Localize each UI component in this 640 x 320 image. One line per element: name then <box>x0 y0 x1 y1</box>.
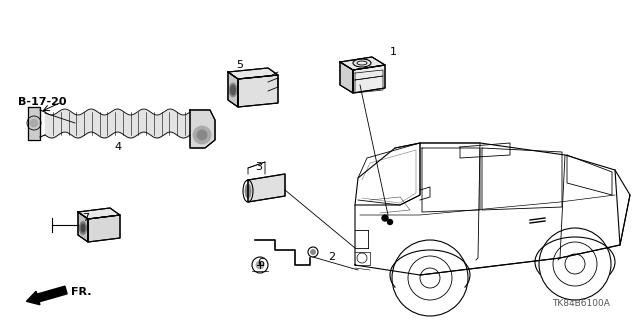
Ellipse shape <box>79 221 86 235</box>
Text: 7: 7 <box>82 213 89 223</box>
Circle shape <box>256 261 264 269</box>
Ellipse shape <box>245 184 251 198</box>
Circle shape <box>197 130 207 140</box>
Polygon shape <box>238 75 278 107</box>
Polygon shape <box>78 212 88 242</box>
Circle shape <box>193 126 211 144</box>
Text: TK84B6100A: TK84B6100A <box>552 299 610 308</box>
Polygon shape <box>228 68 278 79</box>
Polygon shape <box>340 57 385 70</box>
Text: 2: 2 <box>328 252 335 262</box>
Polygon shape <box>248 174 285 202</box>
Polygon shape <box>28 107 40 140</box>
Text: FR.: FR. <box>71 287 92 297</box>
Polygon shape <box>340 62 353 93</box>
Polygon shape <box>190 110 215 148</box>
Polygon shape <box>228 72 238 107</box>
Polygon shape <box>88 215 120 242</box>
Circle shape <box>382 215 388 221</box>
Text: 4: 4 <box>115 142 122 152</box>
Text: 1: 1 <box>390 47 397 57</box>
Circle shape <box>30 119 38 127</box>
FancyArrow shape <box>26 286 67 305</box>
Text: 3: 3 <box>255 162 262 172</box>
Ellipse shape <box>81 224 85 232</box>
Polygon shape <box>78 208 120 219</box>
Text: 6: 6 <box>257 258 264 268</box>
Text: 5: 5 <box>237 60 243 70</box>
Ellipse shape <box>229 83 237 97</box>
Text: B-17-20: B-17-20 <box>18 97 67 107</box>
Circle shape <box>387 220 392 225</box>
Ellipse shape <box>230 85 236 95</box>
Circle shape <box>310 250 316 254</box>
Polygon shape <box>353 65 385 93</box>
